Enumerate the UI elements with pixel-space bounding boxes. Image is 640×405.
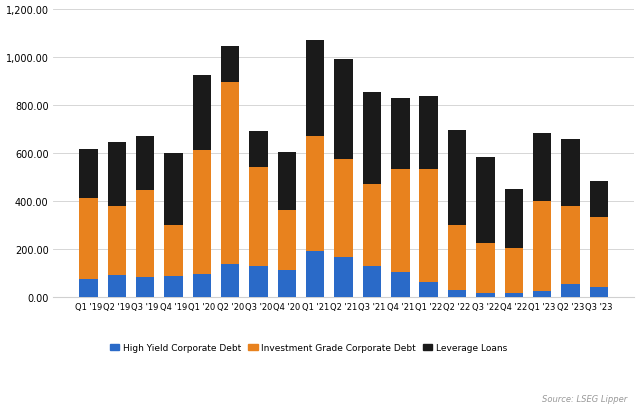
Bar xyxy=(419,282,438,298)
Bar xyxy=(533,202,551,292)
Bar xyxy=(108,143,126,207)
Bar xyxy=(476,244,495,293)
Bar xyxy=(250,168,268,266)
Bar xyxy=(419,97,438,169)
Bar xyxy=(79,150,97,198)
Bar xyxy=(589,287,608,298)
Bar xyxy=(79,198,97,280)
Bar xyxy=(278,270,296,298)
Bar xyxy=(193,275,211,298)
Bar xyxy=(448,290,466,298)
Bar xyxy=(504,293,523,298)
Bar xyxy=(221,83,239,264)
Bar xyxy=(533,292,551,298)
Bar xyxy=(334,160,353,257)
Bar xyxy=(334,60,353,160)
Bar xyxy=(363,92,381,185)
Bar xyxy=(476,157,495,244)
Bar xyxy=(221,47,239,83)
Bar xyxy=(391,169,410,273)
Bar xyxy=(193,76,211,151)
Bar xyxy=(79,280,97,298)
Bar xyxy=(164,276,182,298)
Bar xyxy=(476,293,495,298)
Bar xyxy=(391,273,410,298)
Bar xyxy=(250,266,268,298)
Bar xyxy=(108,275,126,298)
Bar xyxy=(278,210,296,270)
Bar xyxy=(306,251,324,298)
Bar xyxy=(108,207,126,275)
Bar xyxy=(306,137,324,251)
Bar xyxy=(448,131,466,226)
Bar xyxy=(136,277,154,298)
Bar xyxy=(561,285,580,298)
Bar xyxy=(448,226,466,290)
Text: Source: LSEG Lipper: Source: LSEG Lipper xyxy=(542,394,627,403)
Bar xyxy=(164,153,182,226)
Bar xyxy=(193,151,211,275)
Bar xyxy=(391,98,410,169)
Bar xyxy=(561,207,580,285)
Bar xyxy=(504,190,523,249)
Bar xyxy=(306,41,324,137)
Bar xyxy=(250,132,268,168)
Bar xyxy=(589,217,608,287)
Bar xyxy=(136,191,154,277)
Bar xyxy=(561,139,580,207)
Bar xyxy=(136,137,154,191)
Bar xyxy=(504,249,523,293)
Bar xyxy=(589,181,608,217)
Bar xyxy=(533,133,551,202)
Bar xyxy=(334,257,353,298)
Legend: High Yield Corporate Debt, Investment Grade Corporate Debt, Leverage Loans: High Yield Corporate Debt, Investment Gr… xyxy=(107,340,511,356)
Bar xyxy=(221,264,239,298)
Bar xyxy=(278,152,296,210)
Bar xyxy=(164,226,182,276)
Bar xyxy=(363,185,381,266)
Bar xyxy=(419,169,438,282)
Bar xyxy=(363,266,381,298)
